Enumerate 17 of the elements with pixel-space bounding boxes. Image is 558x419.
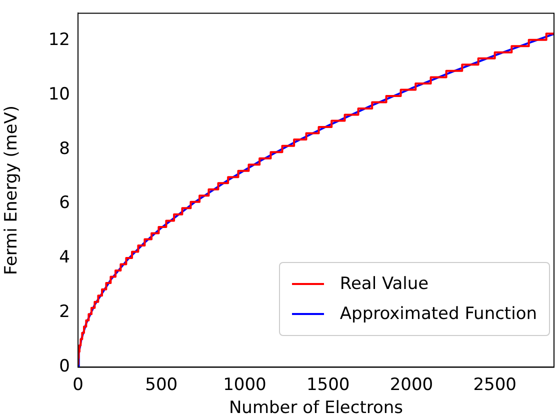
y-tick-label: 8 [59,138,70,159]
y-tick-label: 6 [59,193,70,214]
x-tick-label: 2000 [390,374,434,395]
legend-label: Approximated Function [340,304,537,324]
legend-label: Real Value [340,274,429,294]
x-tick-label: 500 [145,374,178,395]
x-axis-title: Number of Electrons [228,398,404,418]
x-tick-label: 0 [72,374,84,395]
x-tick-label: 1000 [223,374,266,395]
y-axis-title: Fermi Energy (meV) [2,105,22,275]
y-tick-label: 2 [59,302,70,322]
x-tick-label: 2500 [473,374,516,395]
y-tick-label: 12 [48,30,70,50]
y-tick-label: 0 [59,356,70,377]
y-tick-label: 10 [48,84,70,104]
x-tick-label: 1500 [306,374,350,395]
y-tick-label: 4 [59,248,70,268]
